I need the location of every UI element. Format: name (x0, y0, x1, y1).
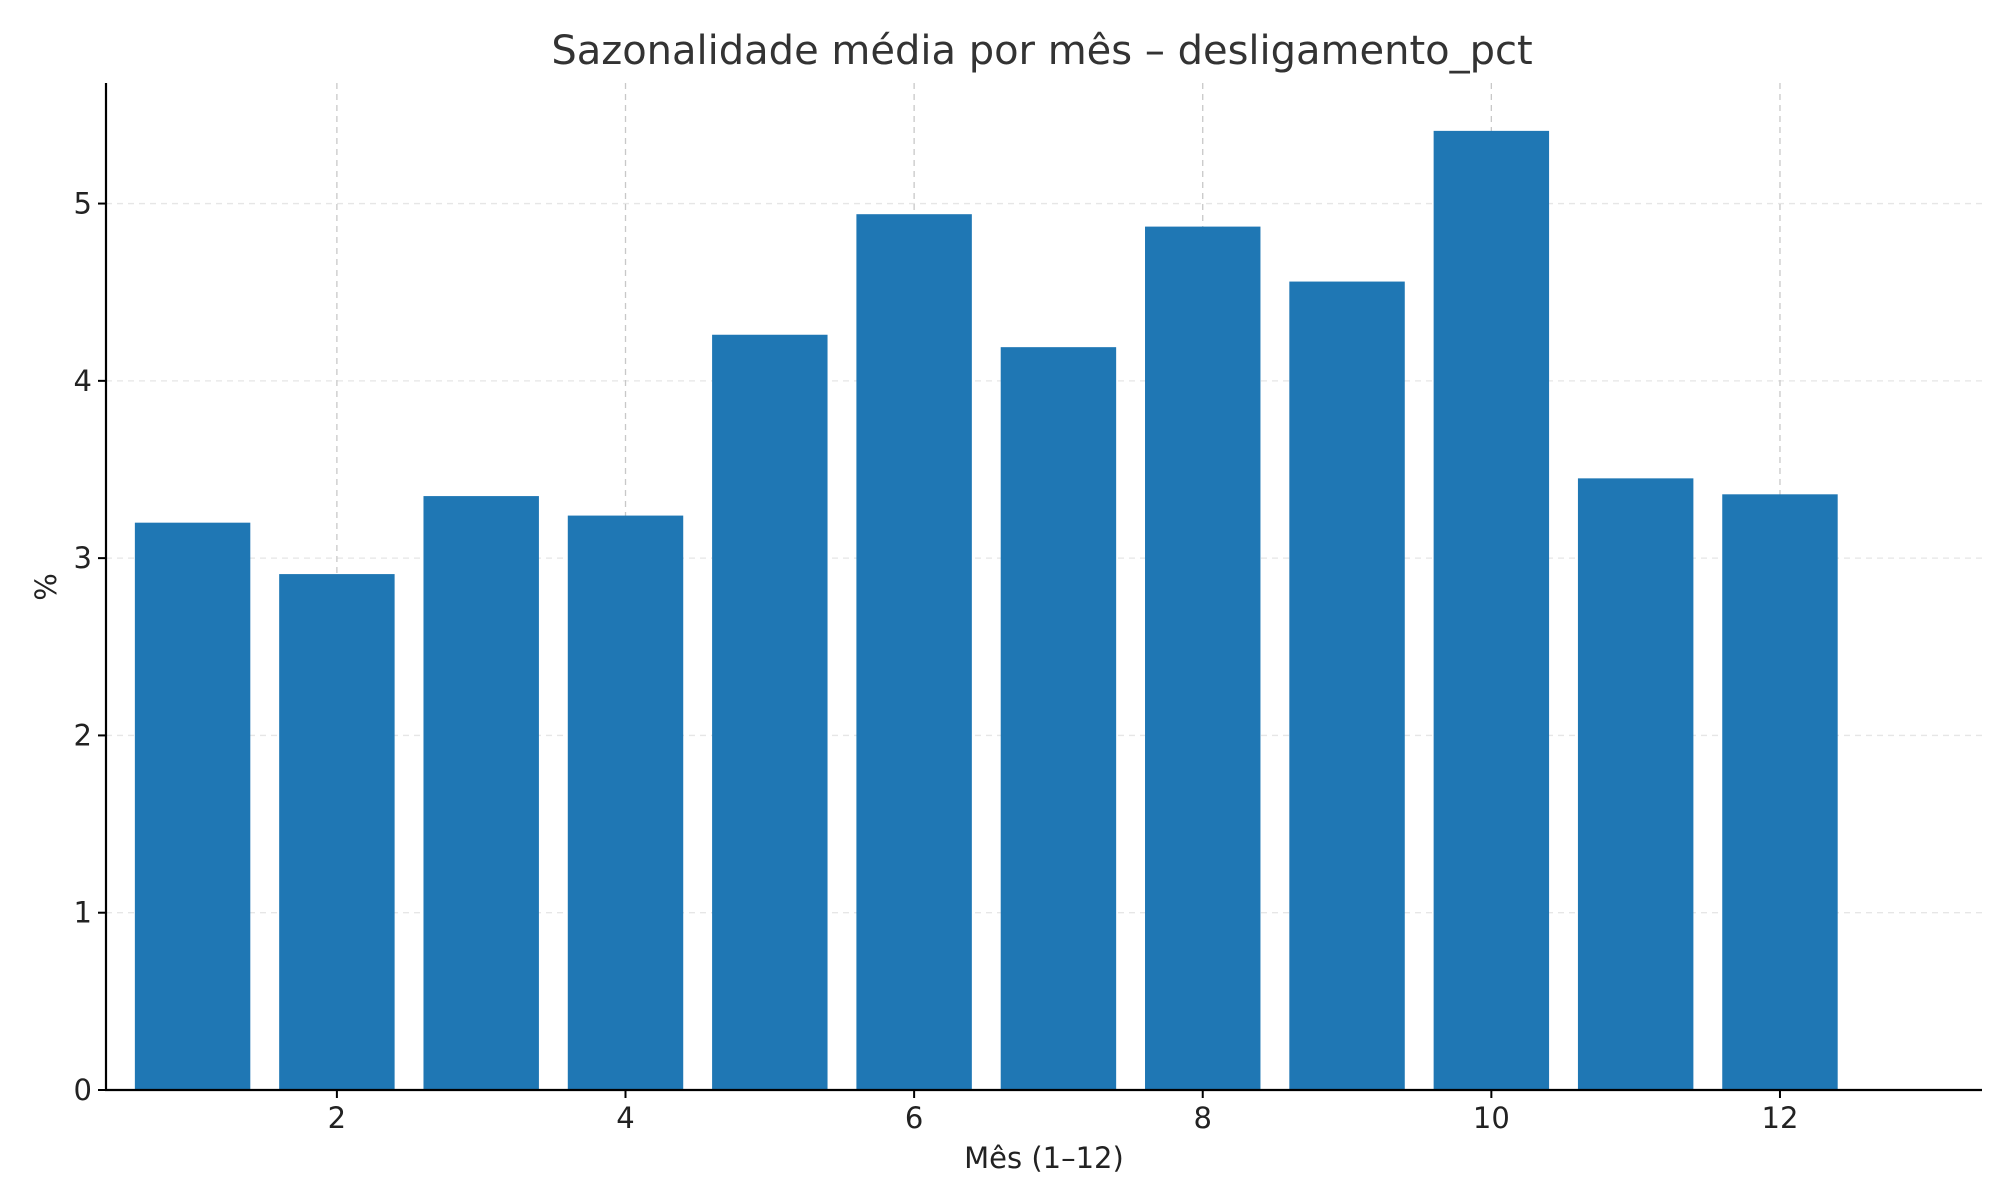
x-tick-label: 6 (905, 1101, 923, 1135)
y-tick-label: 5 (74, 187, 92, 221)
x-tick-label: 4 (616, 1101, 634, 1135)
y-tick-label: 0 (74, 1073, 92, 1107)
bar-month-8 (1145, 226, 1261, 1090)
x-axis-label: Mês (1–12) (964, 1141, 1124, 1175)
chart-title: Sazonalidade média por mês – desligament… (551, 28, 1532, 74)
y-axis-label: % (29, 573, 63, 601)
y-tick-label: 1 (74, 896, 92, 930)
bar-month-3 (423, 496, 539, 1090)
x-tick-label: 12 (1762, 1101, 1799, 1135)
bar-month-9 (1289, 281, 1405, 1091)
bar-month-4 (567, 515, 684, 1090)
y-tick-label: 4 (74, 364, 92, 398)
x-tick-label: 10 (1473, 1101, 1510, 1135)
bar-month-7 (1000, 347, 1117, 1090)
y-tick-label: 3 (74, 541, 92, 575)
x-tick-label: 8 (1194, 1101, 1212, 1135)
y-tick-label: 2 (74, 718, 92, 752)
x-tick-label: 2 (328, 1101, 346, 1135)
bar-month-2 (279, 574, 395, 1090)
bar-month-6 (856, 214, 972, 1090)
bar-month-5 (712, 334, 828, 1090)
bar-month-12 (1722, 494, 1838, 1091)
bar-month-10 (1433, 130, 1550, 1091)
axes (104, 83, 1982, 1092)
bar-month-1 (134, 522, 251, 1090)
bars (134, 130, 1838, 1091)
bar-month-11 (1577, 478, 1694, 1090)
